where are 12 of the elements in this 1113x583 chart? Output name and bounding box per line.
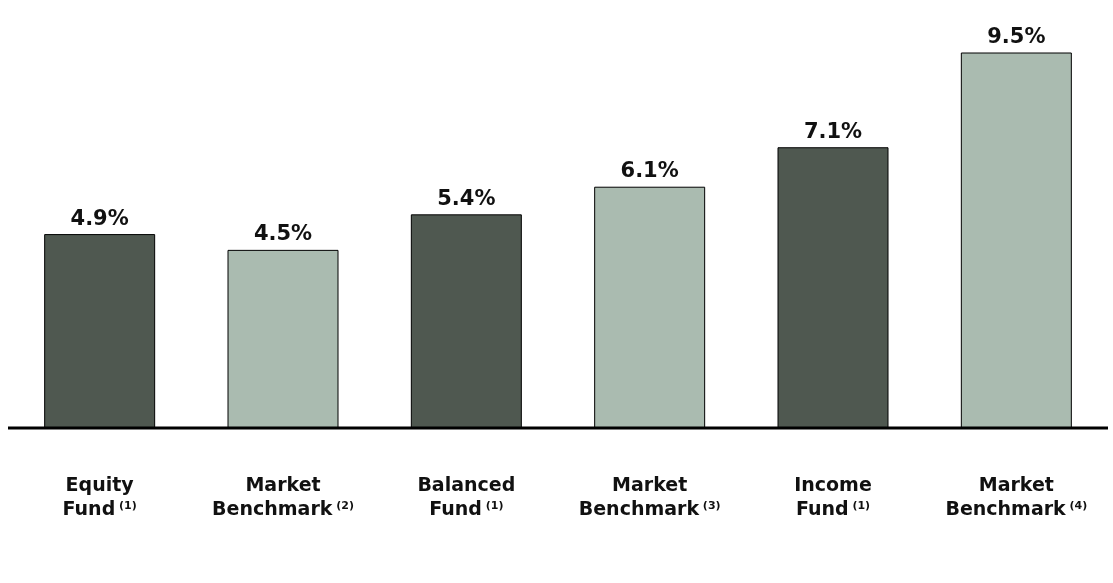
data-label: 4.5% — [253, 221, 313, 246]
data-label: 9.5% — [987, 24, 1046, 48]
x-tick-label: Market Benchmark $^{(3)}$ — [578, 473, 721, 519]
x-tick-label: Market Benchmark $^{(4)}$ — [945, 473, 1088, 519]
data-label: 7.1% — [803, 118, 863, 143]
x-tick-label: Market Benchmark $^{(2)}$ — [212, 473, 354, 519]
data-label: 4.9% — [70, 205, 129, 230]
data-label: 6.1% — [620, 158, 679, 183]
x-tick-label: Balanced Fund $^{(1)}$ — [417, 473, 516, 519]
x-tick-label: Equity Fund $^{(1)}$ — [62, 473, 137, 519]
x-tick-label: Income Fund $^{(1)}$ — [794, 473, 872, 519]
data-label: 5.4% — [437, 185, 496, 210]
